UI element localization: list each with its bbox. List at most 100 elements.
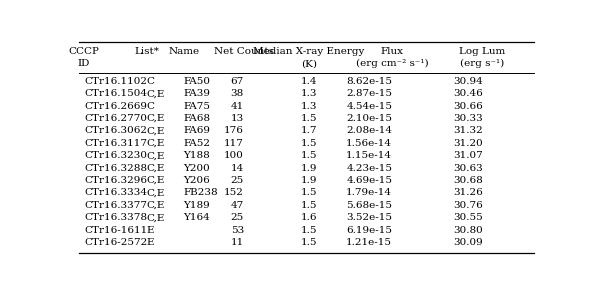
Text: Y188: Y188 [184,151,210,160]
Text: 30.94: 30.94 [453,77,483,86]
Text: 1.5: 1.5 [301,114,317,123]
Text: Y189: Y189 [184,201,210,210]
Text: FA69: FA69 [184,126,210,135]
Text: (K): (K) [301,59,317,68]
Text: CTr16.1504: CTr16.1504 [84,89,147,98]
Text: 152: 152 [224,188,244,197]
Text: 14: 14 [231,164,244,173]
Text: 6.19e-15: 6.19e-15 [346,226,392,235]
Text: 4.69e-15: 4.69e-15 [346,176,392,185]
Text: 31.20: 31.20 [453,139,483,148]
Text: Net Counts: Net Counts [214,47,274,56]
Text: 31.07: 31.07 [453,151,483,160]
Text: CTr16.3062: CTr16.3062 [84,126,147,135]
Text: 1.5: 1.5 [301,188,317,197]
Text: CTr16.3296: CTr16.3296 [84,176,147,185]
Text: 13: 13 [231,114,244,123]
Text: 3.52e-15: 3.52e-15 [346,213,392,222]
Text: CTr16.2669: CTr16.2669 [84,102,147,111]
Text: CTr16.2770: CTr16.2770 [84,114,147,123]
Text: (erg s⁻¹): (erg s⁻¹) [460,59,505,68]
Text: FA52: FA52 [184,139,210,148]
Text: CTr16.3334: CTr16.3334 [84,188,147,197]
Text: 1.7: 1.7 [301,126,317,135]
Text: 4.54e-15: 4.54e-15 [346,102,392,111]
Text: Flux: Flux [381,47,404,56]
Text: Median X-ray Energy: Median X-ray Energy [253,47,364,56]
Text: CTr16-2572: CTr16-2572 [84,238,147,247]
Text: C,E: C,E [147,201,165,210]
Text: C,E: C,E [147,164,165,173]
Text: 67: 67 [231,77,244,86]
Text: 30.63: 30.63 [453,164,483,173]
Text: C,E: C,E [147,126,165,135]
Text: CCCP: CCCP [69,47,99,56]
Text: 41: 41 [231,102,244,111]
Text: 1.3: 1.3 [301,102,317,111]
Text: CTr16.1102: CTr16.1102 [84,77,147,86]
Text: 1.21e-15: 1.21e-15 [346,238,392,247]
Text: C,E: C,E [147,114,165,123]
Text: CTr16.3378: CTr16.3378 [84,213,147,222]
Text: 25: 25 [231,213,244,222]
Text: 31.26: 31.26 [453,188,483,197]
Text: 1.9: 1.9 [301,176,317,185]
Text: 25: 25 [231,176,244,185]
Text: 5.68e-15: 5.68e-15 [346,201,392,210]
Text: FB238: FB238 [184,188,218,197]
Text: 30.68: 30.68 [453,176,483,185]
Text: 47: 47 [231,201,244,210]
Text: 30.09: 30.09 [453,238,483,247]
Text: 30.80: 30.80 [453,226,483,235]
Text: C,E: C,E [147,151,165,160]
Text: 1.79e-14: 1.79e-14 [346,188,392,197]
Text: CTr16.3117: CTr16.3117 [84,139,147,148]
Text: CTr16.3377: CTr16.3377 [84,201,147,210]
Text: 1.6: 1.6 [301,213,317,222]
Text: 2.08e-14: 2.08e-14 [346,126,392,135]
Text: C,E: C,E [147,89,165,98]
Text: CTr16.3288: CTr16.3288 [84,164,147,173]
Text: 1.5: 1.5 [301,151,317,160]
Text: Log Lum: Log Lum [459,47,506,56]
Text: 1.5: 1.5 [301,238,317,247]
Text: 1.5: 1.5 [301,201,317,210]
Text: Y164: Y164 [184,213,210,222]
Text: 30.46: 30.46 [453,89,483,98]
Text: FA50: FA50 [184,77,210,86]
Text: E: E [147,226,154,235]
Text: 100: 100 [224,151,244,160]
Text: 30.55: 30.55 [453,213,483,222]
Text: 31.32: 31.32 [453,126,483,135]
Text: FA39: FA39 [184,89,210,98]
Text: 117: 117 [224,139,244,148]
Text: E: E [147,238,154,247]
Text: 1.3: 1.3 [301,89,317,98]
Text: 1.5: 1.5 [301,139,317,148]
Text: 2.87e-15: 2.87e-15 [346,89,392,98]
Text: 1.5: 1.5 [301,226,317,235]
Text: ID: ID [78,59,90,68]
Text: C,E: C,E [147,188,165,197]
Text: 53: 53 [231,226,244,235]
Text: 1.56e-14: 1.56e-14 [346,139,392,148]
Text: C: C [147,77,155,86]
Text: List*: List* [134,47,159,56]
Text: 1.4: 1.4 [301,77,317,86]
Text: 2.10e-15: 2.10e-15 [346,114,392,123]
Text: 1.9: 1.9 [301,164,317,173]
Text: 4.23e-15: 4.23e-15 [346,164,392,173]
Text: 8.62e-15: 8.62e-15 [346,77,392,86]
Text: FA75: FA75 [184,102,210,111]
Text: 38: 38 [231,89,244,98]
Text: 30.76: 30.76 [453,201,483,210]
Text: C,E: C,E [147,176,165,185]
Text: 30.66: 30.66 [453,102,483,111]
Text: C,E: C,E [147,139,165,148]
Text: C,E: C,E [147,213,165,222]
Text: 11: 11 [231,238,244,247]
Text: Y206: Y206 [184,176,210,185]
Text: 176: 176 [224,126,244,135]
Text: Name: Name [168,47,199,56]
Text: C: C [147,102,155,111]
